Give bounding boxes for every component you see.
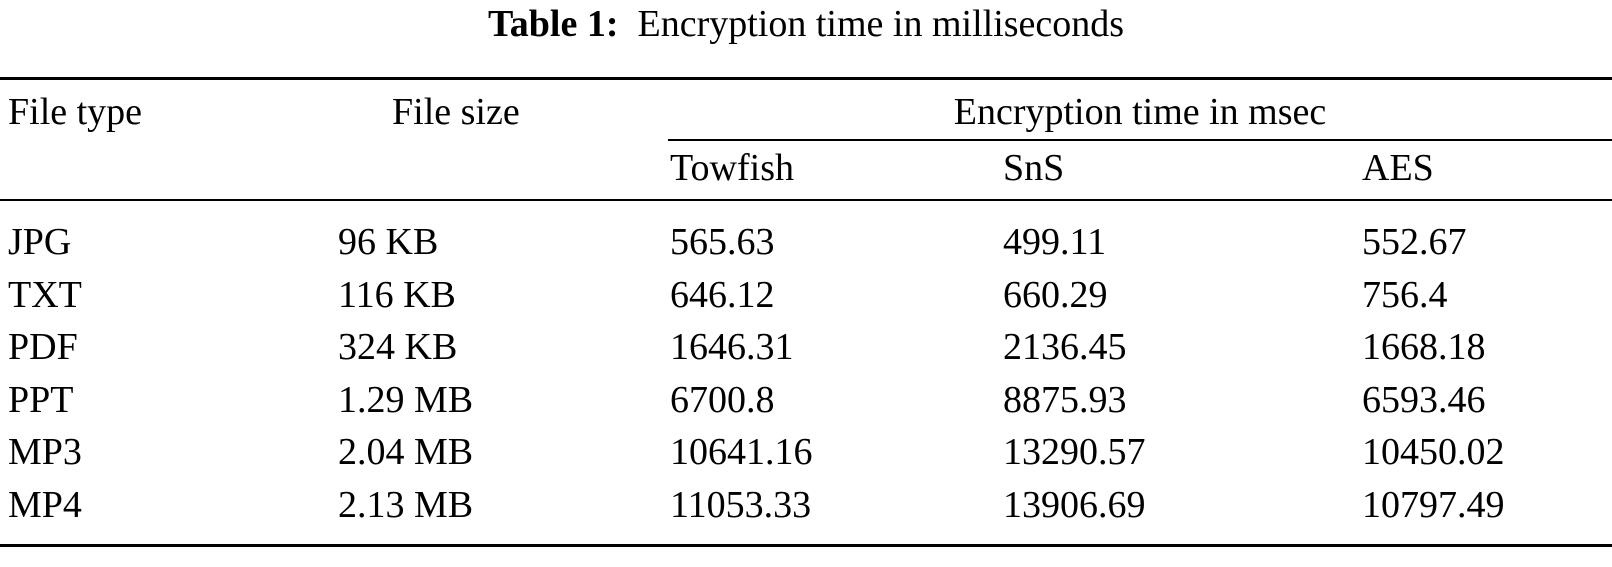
caption-label: Table 1: <box>487 3 619 45</box>
cell-aes: 6593.46 <box>1362 378 1486 421</box>
table-row: PPT 1.29 MB 6700.8 8875.93 6593.46 <box>0 378 1612 431</box>
cell-towfish: 1646.31 <box>670 326 794 368</box>
bottom-rule <box>0 544 1612 547</box>
header-towfish: Towfish <box>670 147 795 189</box>
cell-file-size: 96 KB <box>338 221 439 263</box>
table-row: PDF 324 KB 1646.31 2136.45 1668.18 <box>0 325 1612 378</box>
cell-aes: 10450.02 <box>1362 431 1505 473</box>
cell-file-size: 2.13 MB <box>338 483 474 526</box>
cell-sns: 13906.69 <box>1003 483 1146 526</box>
cell-file-size: 116 KB <box>338 273 456 316</box>
cell-aes: 552.67 <box>1362 221 1467 263</box>
cell-aes: 1668.18 <box>1362 326 1486 368</box>
table-row: TXT 116 KB 646.12 660.29 756.4 <box>0 273 1612 326</box>
table-caption: Table 1: Encryption time in milliseconds <box>0 2 1612 46</box>
table-row: MP4 2.13 MB 11053.33 13906.69 10797.49 <box>0 483 1612 536</box>
cell-file-type: MP4 <box>8 483 82 526</box>
cell-file-type: TXT <box>8 273 82 316</box>
header-encryption-group: Encryption time in msec <box>953 91 1327 133</box>
caption-text: Encryption time in milliseconds <box>637 3 1125 45</box>
cell-file-type: MP3 <box>8 431 82 473</box>
cell-towfish: 10641.16 <box>670 431 813 473</box>
header-rule <box>0 199 1612 201</box>
cell-towfish: 646.12 <box>670 273 775 316</box>
cell-sns: 499.11 <box>1003 221 1107 263</box>
cell-sns: 8875.93 <box>1003 378 1127 421</box>
cell-file-size: 2.04 MB <box>338 431 474 473</box>
top-rule <box>0 77 1612 80</box>
cell-towfish: 11053.33 <box>670 483 812 526</box>
header-sns: SnS <box>1003 147 1065 189</box>
header-aes: AES <box>1362 147 1434 189</box>
cell-file-type: PDF <box>8 326 78 368</box>
cell-sns: 660.29 <box>1003 273 1108 316</box>
cell-sns: 13290.57 <box>1003 431 1146 473</box>
cell-file-size: 324 KB <box>338 326 458 368</box>
cell-aes: 10797.49 <box>1362 483 1505 526</box>
table-row: JPG 96 KB 565.63 499.11 552.67 <box>0 220 1612 273</box>
cell-file-size: 1.29 MB <box>338 378 474 421</box>
cell-towfish: 565.63 <box>670 221 775 263</box>
cell-file-type: PPT <box>8 378 74 421</box>
group-rule <box>668 139 1612 141</box>
cell-sns: 2136.45 <box>1003 326 1127 368</box>
header-file-type: File type <box>8 91 143 133</box>
cell-towfish: 6700.8 <box>670 378 775 421</box>
cell-aes: 756.4 <box>1362 273 1448 316</box>
header-file-size: File size <box>392 91 520 133</box>
table-row: MP3 2.04 MB 10641.16 13290.57 10450.02 <box>0 430 1612 483</box>
cell-file-type: JPG <box>8 221 72 263</box>
